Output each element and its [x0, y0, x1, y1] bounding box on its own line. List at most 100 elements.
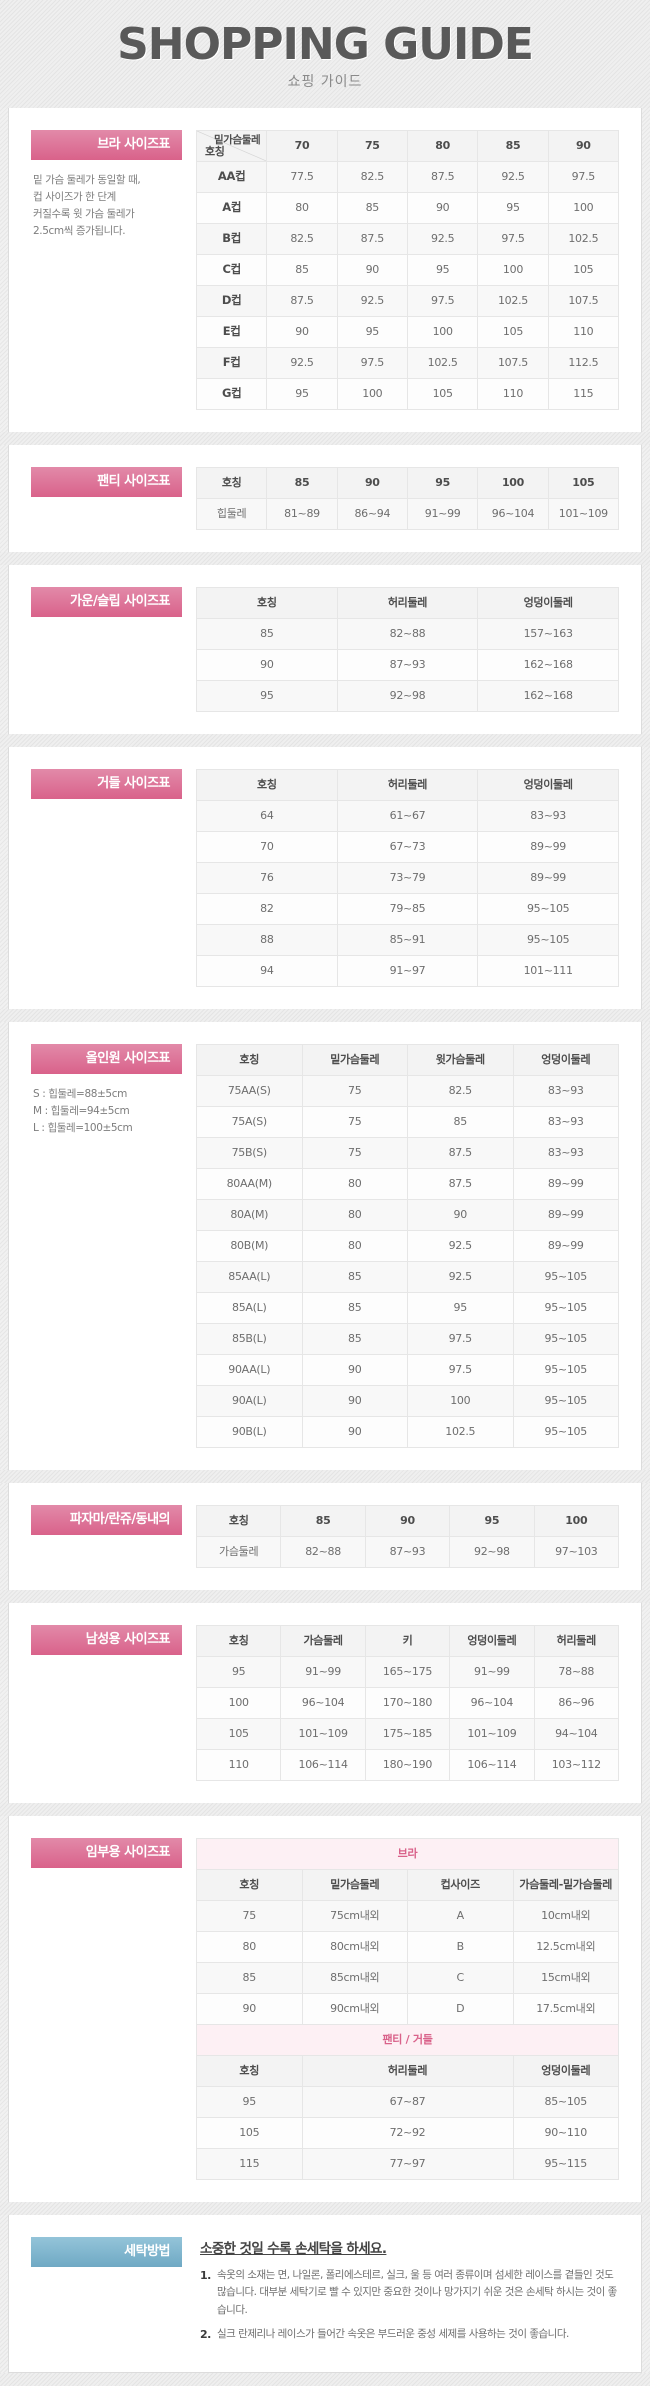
washing-list: 1. 속옷의 소재는 면, 나일론, 폴리에스테르, 실크, 울 등 여러 종류…: [200, 2267, 619, 2343]
table-header-row: 호칭 허리둘레 엉덩이둘레: [196, 769, 619, 801]
cell: C: [407, 1962, 514, 1994]
section-gap: [0, 1009, 650, 1022]
table-row: 80B(M) 80 92.5 89~99: [196, 1230, 619, 1262]
cell: 87~93: [336, 649, 479, 681]
table-body: 브라 호칭 밑가슴둘레 컵사이즈 가슴둘레-밑가슴둘레 75 75cm내외: [196, 1838, 619, 2180]
cell: 87.5: [336, 223, 408, 255]
cell: 90: [301, 1354, 408, 1386]
cell: 165~175: [364, 1656, 451, 1688]
table-row: 75B(S) 75 87.5 83~93: [196, 1137, 619, 1169]
column-header: 85: [266, 467, 338, 499]
table-row: 85 82~88 157~163: [196, 618, 619, 650]
cell: 85: [196, 1962, 303, 1994]
cell: 97~103: [533, 1536, 620, 1568]
table-row: E컵 90 95 100 105 110: [195, 316, 620, 348]
column-header: 엉덩이둘레: [477, 769, 619, 801]
table-body: 64 61~67 83~93 70 67~73 89~99 76: [196, 800, 619, 987]
cell: 95: [477, 192, 549, 224]
column-header: 윗가슴둘레: [407, 1044, 514, 1076]
list-number: 2.: [200, 2327, 211, 2341]
row-label: D컵: [195, 285, 268, 317]
section-label-maternity: 임부용 사이즈표: [31, 1838, 182, 1869]
cell: B: [407, 1931, 514, 1963]
cell: 67~87: [301, 2086, 514, 2118]
table-row: 115 77~97 95~115: [196, 2148, 619, 2180]
cell: 83~93: [477, 800, 619, 832]
column-header: 호칭: [195, 467, 268, 499]
cell: 89~99: [512, 1168, 619, 1200]
cell: 80cm내외: [301, 1931, 408, 1963]
cell: 170~180: [364, 1687, 451, 1719]
cell: 94~104: [533, 1718, 620, 1750]
column-header: 호칭: [196, 2055, 303, 2087]
table-row: 85A(L) 85 95 95~105: [196, 1292, 619, 1324]
table-row: 90 87~93 162~168: [196, 649, 619, 681]
cell: 75: [301, 1106, 408, 1138]
cell: 90cm내외: [301, 1993, 408, 2025]
column-header: 가슴둘레-밑가슴둘레: [512, 1869, 619, 1901]
note-line: 2.5cm씩 증가됩니다.: [33, 225, 126, 238]
table-header-row: 호칭 85 90 95 100: [195, 1505, 620, 1537]
table-row: 105 101~109 175~185 101~109 94~104: [195, 1718, 620, 1750]
table-row: D컵 87.5 92.5 97.5 102.5 107.5: [195, 285, 620, 317]
list-number: 1.: [200, 2269, 211, 2282]
table-header-row: 호칭 밑가슴둘레 컵사이즈 가슴둘레-밑가슴둘레: [196, 1869, 619, 1901]
column-header: 호칭: [196, 769, 338, 801]
section-card-pajama: 파자마/란쥬/동내의 호칭 85 90 95 100: [8, 1483, 642, 1590]
cell: 89~99: [512, 1199, 619, 1231]
section-note-allinone: S : 힙둘레=88±5cm M : 힙둘레=94±5cm L : 힙둘레=10…: [31, 1086, 182, 1137]
cell: 95~105: [512, 1323, 619, 1355]
cell: 83~93: [512, 1106, 619, 1138]
column-header: 허리둘레: [301, 2055, 514, 2087]
row-label: C컵: [195, 254, 268, 286]
section-card-panty: 팬티 사이즈표 호칭 85 90 95 100 105: [8, 445, 642, 552]
table-row: 80 80cm내외 B 12.5cm내외: [196, 1931, 619, 1963]
table-maternity-sizes: 브라 호칭 밑가슴둘레 컵사이즈 가슴둘레-밑가슴둘레 75 75cm내외: [196, 1838, 619, 2180]
table-body: 가슴둘레 82~88 87~93 92~98 97~103: [195, 1536, 620, 1568]
table-row: 90B(L) 90 102.5 95~105: [196, 1416, 619, 1448]
section-card-maternity: 임부용 사이즈표 브라 호칭 밑가슴둘레 컵사이즈 가슴둘레-밑가: [8, 1816, 642, 2202]
cell: 102.5: [406, 347, 479, 379]
cell: 95: [196, 680, 338, 712]
section-label-girdle: 거들 사이즈표: [31, 769, 182, 800]
section-label-panty: 팬티 사이즈표: [31, 467, 182, 498]
section-mens: 남성용 사이즈표 호칭 가슴둘레 키 엉덩이둘레 허리둘레: [9, 1603, 641, 1803]
cell: 96~104: [477, 498, 549, 530]
cell: 85~105: [512, 2086, 619, 2118]
cell: 110: [547, 316, 620, 348]
table-row: 105 72~92 90~110: [196, 2117, 619, 2149]
cell: 92.5: [407, 1261, 514, 1293]
cell: 103~112: [533, 1749, 620, 1781]
table-body: AA컵 77.5 82.5 87.5 92.5 97.5 A컵 80 85: [195, 161, 620, 410]
cell: 12.5cm내외: [512, 1931, 619, 1963]
table-row: 82 79~85 95~105: [196, 893, 619, 925]
section-label-bra: 브라 사이즈표: [31, 130, 182, 161]
cell: 96~104: [449, 1687, 535, 1719]
cell: 95: [406, 254, 479, 286]
cell: 87~93: [364, 1536, 451, 1568]
cell: 157~163: [477, 618, 619, 650]
cell: 73~79: [336, 862, 479, 894]
cell: 75: [196, 1900, 303, 1932]
cell: 106~114: [280, 1749, 366, 1781]
cell: 77~97: [301, 2148, 514, 2180]
list-item: 2. 실크 란제리나 레이스가 들어간 속옷은 부드러운 중성 세제를 사용하는…: [200, 2326, 619, 2343]
cell: 85: [336, 192, 408, 224]
cell: 87.5: [406, 161, 479, 193]
column-header: 95: [406, 467, 479, 499]
cell: 82: [196, 893, 338, 925]
cell: 105: [195, 1718, 282, 1750]
cell: 95~105: [512, 1292, 619, 1324]
row-label: E컵: [195, 316, 268, 348]
list-item: 1. 속옷의 소재는 면, 나일론, 폴리에스테르, 실크, 울 등 여러 종류…: [200, 2267, 619, 2319]
table-mens-sizes: 호칭 가슴둘레 키 엉덩이둘레 허리둘레 95 91~99 16: [195, 1625, 620, 1781]
cell: 86~94: [336, 498, 408, 530]
table-body: 힙둘레 81~89 86~94 91~99 96~104 101~109: [195, 498, 620, 530]
cell: 85cm내외: [301, 1962, 408, 1994]
cell: 80: [301, 1230, 408, 1262]
table-header-row: 호칭 가슴둘레 키 엉덩이둘레 허리둘레: [195, 1625, 620, 1657]
section-note-bra: 밑 가슴 둘레가 동일할 때, 컵 사이즈가 한 단계 커질수록 윗 가슴 둘레…: [31, 172, 182, 240]
cell: 91~97: [336, 955, 479, 987]
table-row: 95 91~99 165~175 91~99 78~88: [195, 1656, 620, 1688]
cell: 105: [547, 254, 620, 286]
